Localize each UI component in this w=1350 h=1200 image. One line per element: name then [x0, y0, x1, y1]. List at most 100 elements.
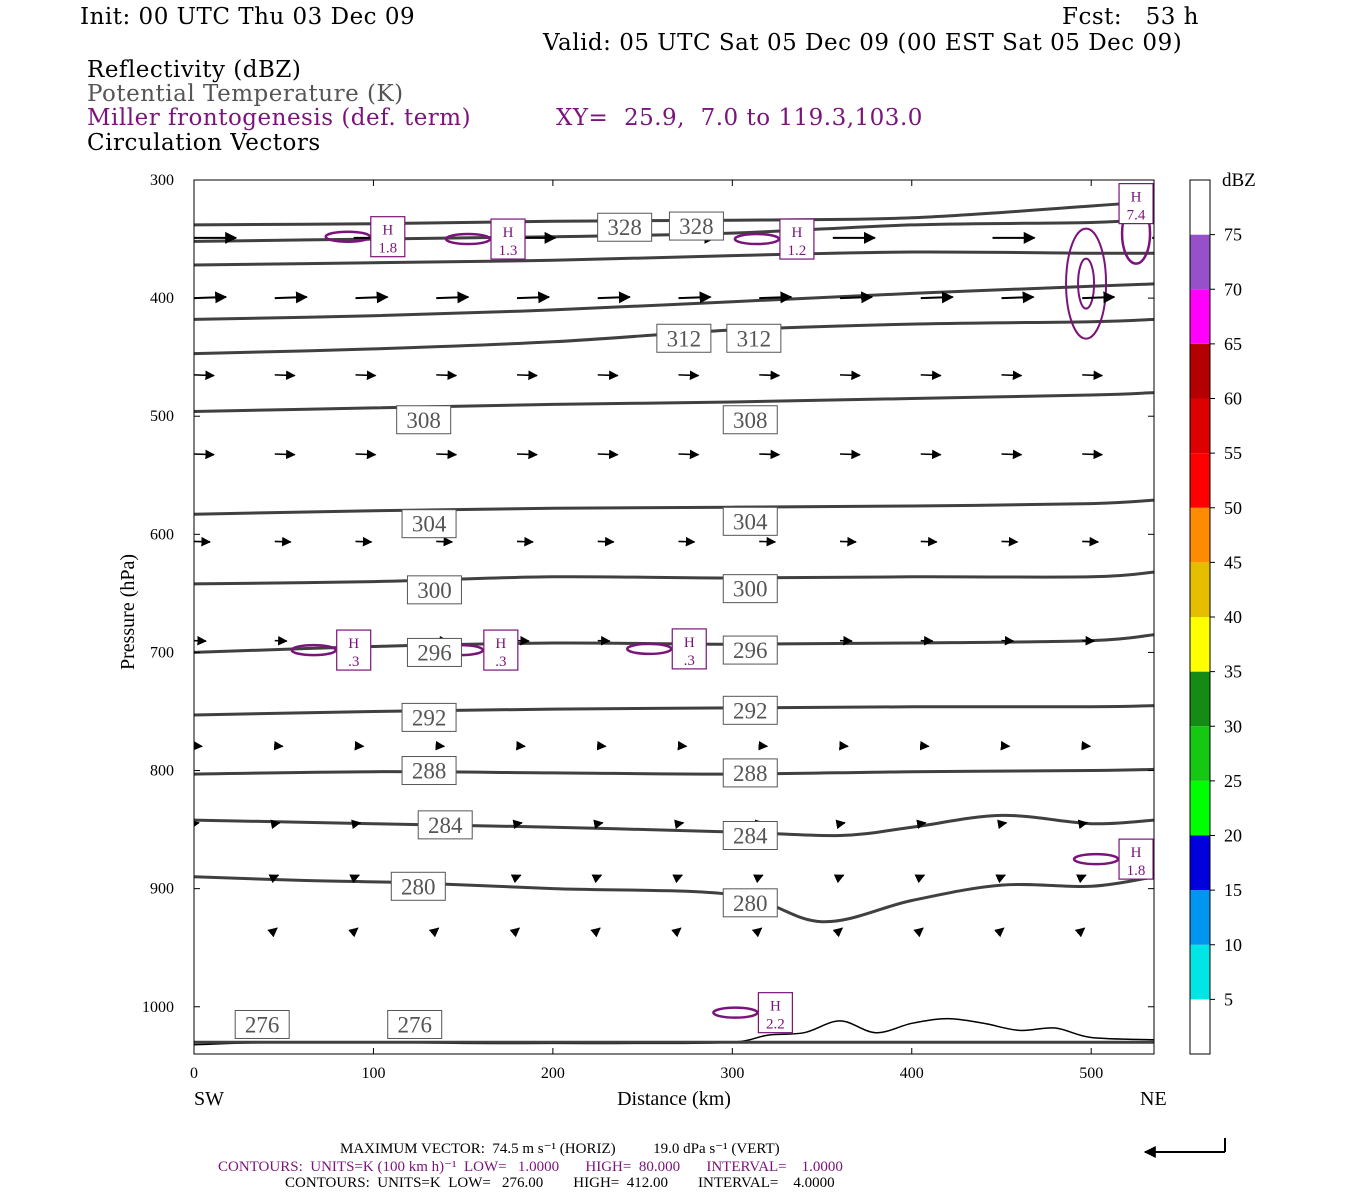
- isentrope-label: 284: [733, 824, 768, 849]
- circulation-vector: [597, 449, 619, 460]
- high-marker-label: H: [382, 223, 393, 239]
- circulation-vector: [194, 370, 215, 381]
- isentrope-label: 300: [733, 577, 768, 602]
- circulation-vector: [355, 449, 377, 460]
- high-marker-box: [757, 992, 793, 1034]
- high-marker-value: 1.2: [788, 243, 807, 259]
- circulation-vector: [274, 449, 296, 460]
- circulation-vector: [997, 819, 1008, 830]
- frontogenesis-contour: [1072, 852, 1120, 866]
- circulation-vector: [436, 291, 470, 304]
- colorbar-swatch: [1190, 780, 1210, 836]
- colorbar-swatch: [1190, 180, 1210, 235]
- isentrope-label-box: [656, 323, 712, 353]
- isentrope-316: [194, 282, 1154, 321]
- valid-time: Valid: 05 UTC Sat 05 Dec 09 (00 EST Sat …: [543, 30, 1183, 56]
- high-marker-value: 7.4: [1127, 208, 1146, 224]
- circulation-vector: [839, 449, 861, 460]
- circulation-vector: [920, 291, 954, 304]
- isentrope-label: 288: [412, 759, 447, 784]
- frontogenesis-contour: [1077, 257, 1096, 310]
- colorbar-swatch: [1190, 890, 1210, 945]
- isentrope-label: 292: [412, 705, 447, 730]
- high-marker-label: H: [495, 636, 506, 652]
- frontogenesis-contour: [324, 230, 372, 243]
- circulation-vector: [1074, 927, 1086, 938]
- high-marker-value: .3: [495, 654, 506, 670]
- high-marker-value: 1.8: [378, 241, 397, 257]
- circulation-vector: [194, 819, 200, 830]
- colorbar-swatch: [1190, 343, 1210, 399]
- circulation-vector: [759, 536, 777, 547]
- circulation-vector: [833, 874, 845, 884]
- colorbar-level-label: 70: [1224, 279, 1242, 299]
- circulation-vector: [354, 740, 365, 751]
- high-marker-label: H: [791, 225, 802, 241]
- circulation-vector: [597, 536, 615, 547]
- colorbar-level-label: 65: [1224, 334, 1242, 354]
- isentrope-label-box: [417, 810, 473, 840]
- circulation-vector: [674, 819, 685, 830]
- field-reflectivity: Reflectivity (dBZ): [87, 57, 302, 83]
- circulation-vector: [355, 536, 373, 547]
- high-marker-box: [779, 218, 815, 260]
- isentrope-label-box: [401, 756, 457, 786]
- circulation-vector: [274, 536, 292, 547]
- circulation-vector: [194, 536, 211, 547]
- isentrope-label: 328: [607, 215, 642, 240]
- circulation-vector: [677, 740, 688, 751]
- colorbar-level-label: 50: [1224, 498, 1242, 518]
- circulation-vector: [835, 819, 846, 830]
- circulation-vector: [436, 536, 454, 547]
- high-marker-box: [1118, 183, 1154, 225]
- isentrope-label-box: [726, 323, 782, 353]
- x-tick-label: 100: [361, 1065, 385, 1082]
- circulation-vector: [751, 927, 763, 938]
- circulation-vector: [351, 819, 362, 830]
- high-marker-box: [490, 218, 526, 260]
- isentrope-label-box: [234, 1009, 290, 1039]
- circulation-vector: [1082, 370, 1104, 381]
- circulation-vector: [678, 370, 700, 381]
- frontogenesis-contour-info: CONTOURS: UNITS=K (100 km h)⁻¹ LOW= 1.00…: [218, 1159, 843, 1175]
- circulation-vector: [1001, 370, 1023, 381]
- circulation-vector: [919, 740, 930, 751]
- isentrope-284: [194, 813, 1154, 838]
- circulation-vector: [678, 449, 700, 460]
- isentrope-label: 284: [428, 813, 463, 838]
- isentrope-288: [194, 767, 1154, 776]
- isentrope-292: [194, 704, 1154, 717]
- high-marker-label: H: [503, 225, 514, 241]
- circulation-vector: [194, 449, 215, 460]
- high-marker-value: 1.8: [1127, 863, 1146, 879]
- circulation-vector: [1001, 291, 1035, 304]
- circulation-vector: [355, 291, 389, 304]
- isentrope-label: 304: [412, 512, 447, 537]
- circulation-vector: [596, 740, 607, 751]
- high-marker-box: [1118, 838, 1154, 880]
- circulation-vector: [839, 536, 857, 547]
- circulation-vector: [593, 819, 604, 830]
- isentrope-308: [194, 391, 1154, 413]
- isentrope-300: [194, 570, 1154, 586]
- colorbar-level-label: 20: [1224, 826, 1242, 846]
- colorbar-swatch: [1190, 726, 1210, 781]
- isentrope-label-box: [401, 702, 457, 732]
- circulation-vector: [516, 740, 526, 751]
- circulation-vector: [1077, 819, 1089, 830]
- colorbar-level-label: 40: [1224, 607, 1242, 627]
- circulation-vector: [435, 740, 446, 751]
- circulation-vector: [516, 370, 538, 381]
- x-tick-label: 200: [541, 1065, 565, 1082]
- high-marker-box: [370, 216, 406, 258]
- x-tick-label: 500: [1079, 1065, 1103, 1082]
- frontogenesis-contour: [290, 643, 337, 657]
- isentrope-label-box: [722, 506, 778, 536]
- y-axis-label: Pressure (hPa): [117, 554, 139, 670]
- isentrope-label: 300: [417, 578, 452, 603]
- colorbar-level-label: 10: [1224, 935, 1242, 955]
- circulation-vector: [920, 536, 938, 547]
- isentrope-label-box: [722, 695, 778, 725]
- colorbar-swatch: [1190, 944, 1210, 1000]
